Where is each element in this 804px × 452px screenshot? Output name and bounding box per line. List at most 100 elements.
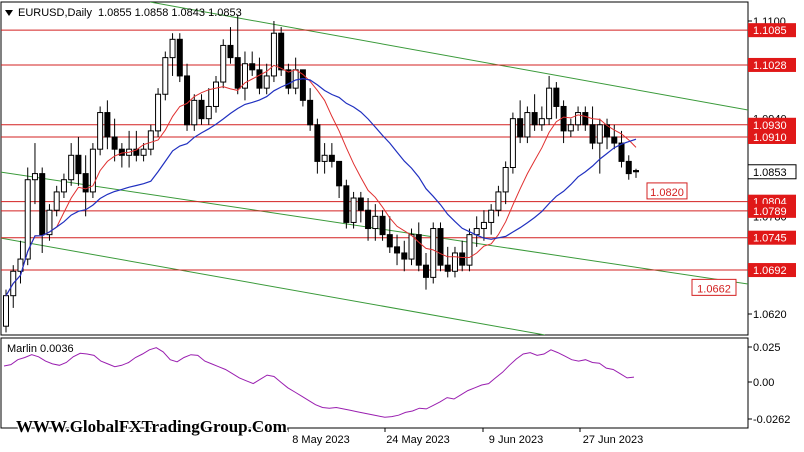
indicator-pane: Marlin 0.0036 [0, 337, 749, 429]
date-tick-label: 24 May 2023 [386, 434, 450, 446]
candle-body [394, 246, 401, 254]
candle-body [314, 124, 321, 162]
watermark-text: WWW.GlobalFXTradingGroup.Com [16, 417, 287, 436]
candle-body [307, 99, 314, 126]
level-price-label: 1.0930 [753, 120, 787, 132]
candle-body [256, 69, 263, 89]
candle-body [328, 154, 335, 162]
marlin-indicator-line [3, 347, 635, 418]
candle-body [517, 118, 524, 138]
candle-body [531, 112, 538, 126]
annotation-label: 1.0662 [697, 283, 731, 295]
level-price-label: 1.0692 [753, 265, 787, 277]
candle-body [401, 252, 408, 260]
candle-body [104, 112, 111, 138]
candle-body [227, 44, 234, 59]
candle-body [46, 209, 53, 236]
candle-body [524, 112, 531, 138]
candle-body [611, 136, 618, 144]
candle-body [24, 179, 31, 260]
candle-body [451, 252, 458, 272]
level-price-label: 1.0910 [753, 132, 787, 144]
candle-body [495, 191, 502, 211]
candle-body [97, 112, 104, 150]
candle-body [480, 221, 487, 230]
current-price-label: 1.0853 [753, 167, 787, 179]
candle-body [140, 148, 147, 156]
candle-body [75, 154, 82, 175]
candle-body [509, 118, 516, 168]
candle-body [596, 124, 603, 144]
candle-body [39, 173, 46, 236]
candle-body [589, 124, 596, 144]
chart-header: EURUSD,Daily 1.0855 1.0858 1.0843 1.0853 [18, 7, 242, 19]
candle-body [89, 148, 96, 193]
candle-body [292, 69, 299, 89]
price-content [1, 2, 748, 335]
candle-body [162, 57, 169, 95]
level-price-label: 1.1028 [753, 60, 787, 72]
indicator-label: Marlin 0.0036 [7, 343, 74, 355]
candle-body [198, 99, 205, 120]
candle-body [567, 124, 574, 132]
candle-body [343, 185, 350, 223]
candle-body [68, 154, 75, 181]
candle-body [285, 69, 292, 89]
indicator-tick-label: 0.00 [753, 377, 774, 389]
candle-body [184, 75, 191, 126]
date-tick-label: 27 Jun 2023 [583, 434, 644, 446]
candle-body [321, 154, 328, 162]
channel-lower-line [1, 237, 546, 335]
candle-body [466, 234, 473, 266]
candle-body [372, 215, 379, 230]
channel-upper-line [149, 2, 748, 111]
level-price-tag [748, 117, 796, 132]
level-price-tag [748, 23, 796, 38]
level-price-tag [748, 129, 796, 144]
candle-body [386, 234, 393, 248]
candle-body [575, 112, 582, 126]
level-price-label: 1.0789 [753, 206, 787, 218]
current-price-tag [747, 164, 797, 180]
candle-body [582, 112, 589, 126]
axes: 1.11001.09401.07801.06201.10851.10281.09… [287, 16, 797, 446]
ma-fast-line [5, 64, 637, 296]
candle-body [241, 63, 248, 89]
candle-body [488, 209, 495, 223]
candle-body [263, 75, 270, 89]
candle-body [205, 105, 212, 120]
annotation-box [646, 182, 688, 200]
candle-body [538, 118, 545, 126]
level-price-tag [748, 203, 796, 218]
price-pane-frame [0, 1, 749, 336]
dropdown-triangle-icon [5, 10, 13, 16]
candle-body [191, 99, 198, 126]
candle-body [270, 32, 277, 77]
candle-body [299, 69, 306, 101]
candle-body [176, 38, 183, 77]
candle-body [53, 191, 60, 211]
candle-body [133, 148, 140, 156]
candle-body [169, 38, 176, 59]
candle-body [278, 32, 285, 71]
candle-body [423, 264, 429, 278]
price-tick-label: 1.0620 [753, 309, 787, 321]
indicator-content [3, 347, 635, 418]
date-tick-label: 9 Jun 2023 [489, 434, 543, 446]
candle-body [357, 197, 364, 211]
candle-body [118, 148, 125, 156]
candle-body [3, 295, 9, 327]
candle-body [553, 87, 560, 107]
candle-body [365, 209, 372, 230]
candle-body [234, 57, 241, 89]
date-tick-label: 8 May 2023 [292, 434, 349, 446]
candle-body [437, 228, 444, 266]
candle-body [459, 252, 466, 266]
indicator-tick-label: 0.025 [753, 342, 781, 354]
indicator-tick-label: -0.0262 [753, 414, 790, 426]
candle-body [147, 130, 154, 150]
price-pane: 1.0820 1.0662 EURUSD,Daily 1.0855 1.0858 1.… [0, 1, 749, 336]
symbol-label: EURUSD,Daily [18, 7, 92, 19]
indicator-pane-frame [0, 337, 749, 429]
